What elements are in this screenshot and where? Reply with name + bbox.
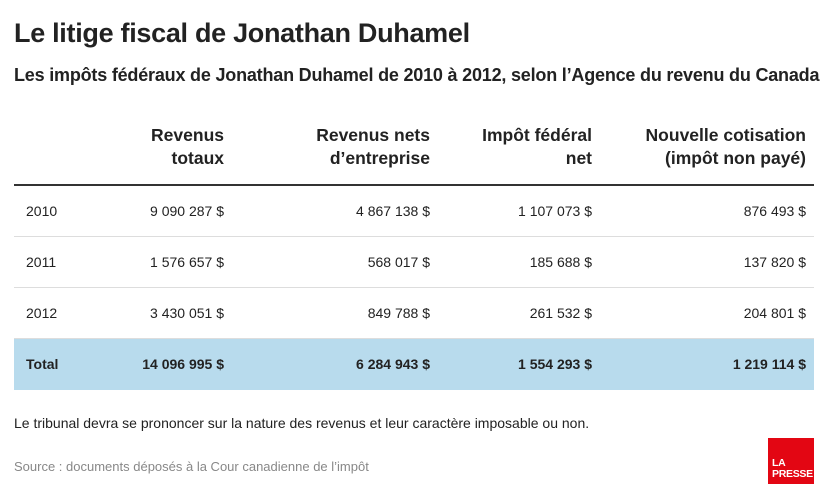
cell-total: 3 430 051 $ xyxy=(150,305,224,321)
cell-total: 14 096 995 $ xyxy=(142,356,224,372)
cell-year: 2010 xyxy=(26,203,58,219)
page-subtitle: Les impôts fédéraux de Jonathan Duhamel … xyxy=(14,65,820,85)
header-impot-federal: Impôt fédéral net xyxy=(482,125,592,168)
table-row: 2011 1 576 657 $ 568 017 $ 185 688 $ 137… xyxy=(14,237,814,288)
cell-net: 849 788 $ xyxy=(367,305,430,321)
cell-assess: 1 219 114 $ xyxy=(732,356,806,372)
source-credit: Source : documents déposés à la Cour can… xyxy=(14,459,369,474)
cell-assess: 137 820 $ xyxy=(743,254,806,270)
cell-tax: 1 554 293 $ xyxy=(518,356,592,372)
cell-total: 9 090 287 $ xyxy=(150,203,224,219)
header-revenus-totaux: Revenus totaux xyxy=(151,125,224,168)
page-title: Le litige fiscal de Jonathan Duhamel xyxy=(14,18,470,48)
table-row: 2010 9 090 287 $ 4 867 138 $ 1 107 073 $… xyxy=(14,186,814,237)
cell-net: 568 017 $ xyxy=(367,254,430,270)
footnote: Le tribunal devra se prononcer sur la na… xyxy=(14,415,590,431)
cell-year: Total xyxy=(26,356,59,372)
tax-table: Revenus totaux Revenus nets d’entreprise I… xyxy=(14,124,814,390)
cell-assess: 876 493 $ xyxy=(743,203,806,219)
table-row: 2012 3 430 051 $ 849 788 $ 261 532 $ 204… xyxy=(14,288,814,339)
cell-tax: 185 688 $ xyxy=(529,254,592,270)
cell-tax: 261 532 $ xyxy=(529,305,592,321)
cell-year: 2011 xyxy=(26,254,57,270)
header-nouvelle-cotisation: Nouvelle cotisation (impôt non payé) xyxy=(645,125,806,168)
la-presse-logo: LA PRESSE xyxy=(768,438,814,484)
cell-assess: 204 801 $ xyxy=(743,305,806,321)
cell-net: 4 867 138 $ xyxy=(356,203,430,219)
header-revenus-nets: Revenus nets d’entreprise xyxy=(316,125,430,168)
cell-tax: 1 107 073 $ xyxy=(518,203,592,219)
table-header: Revenus totaux Revenus nets d’entreprise I… xyxy=(14,124,814,186)
cell-total: 1 576 657 $ xyxy=(150,254,224,270)
cell-year: 2012 xyxy=(26,305,58,321)
cell-net: 6 284 943 $ xyxy=(356,356,430,372)
total-row: Total 14 096 995 $ 6 284 943 $ 1 554 293… xyxy=(14,339,814,390)
